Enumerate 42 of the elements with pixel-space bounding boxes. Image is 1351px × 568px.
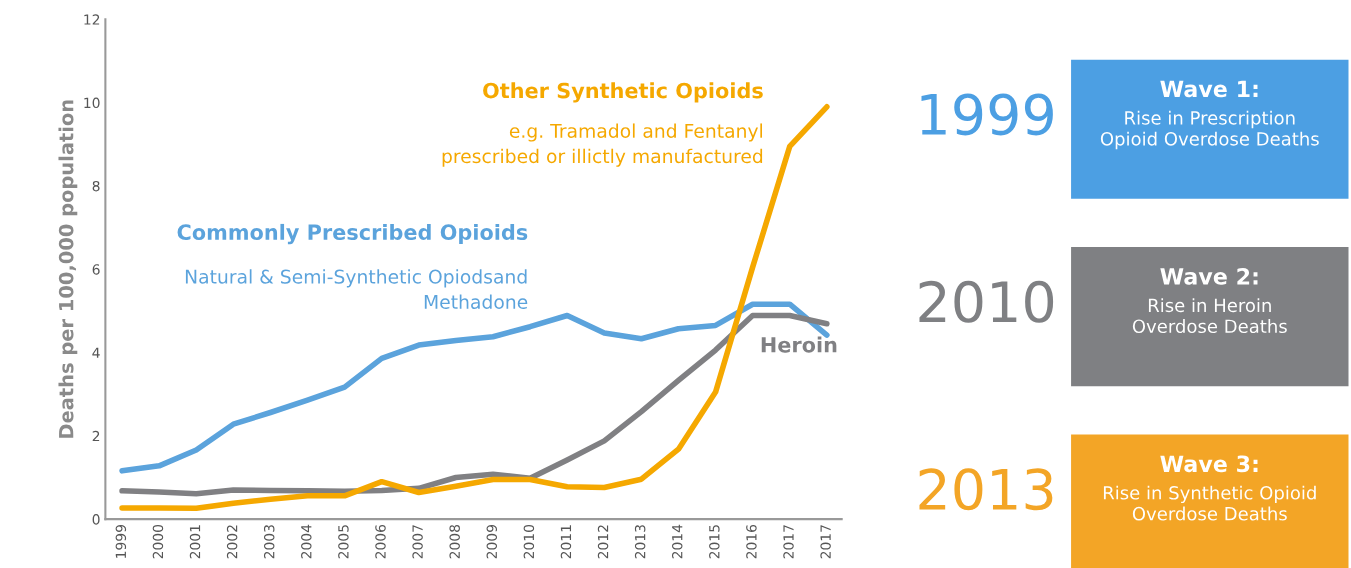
- annotation: Natural & Semi-Synthetic Opiodsand Methadone: [185, 269, 528, 310]
- text: Commonly Prescribed Opioids: [177, 223, 528, 245]
- text: Wave 1:: [1160, 80, 1258, 98]
- x-tick-label: 2016: [746, 524, 757, 559]
- text: 2010: [919, 280, 1054, 323]
- x-tick-label: 2014: [671, 524, 683, 559]
- text: Rise in Synthetic Opioid Overdose Deaths: [1103, 485, 1316, 521]
- x-tick-label: 2007: [412, 525, 423, 559]
- x-tick-label: 2000: [152, 524, 164, 559]
- y-tick-label: 6: [92, 264, 100, 275]
- x-tick-label: 2003: [263, 525, 275, 559]
- x-tick-label: 2004: [301, 524, 312, 559]
- x-tick-label: 2017: [783, 525, 794, 559]
- text: Rise in Heroin Overdose Deaths: [1132, 298, 1287, 334]
- text: Wave 2:: [1160, 267, 1258, 285]
- text: 1999: [921, 93, 1053, 136]
- x-tick-label: 2002: [226, 525, 238, 559]
- x-tick-label: 2009: [486, 524, 498, 559]
- x-tick-label: 2011: [560, 525, 572, 559]
- series-label: Heroin: [761, 336, 837, 353]
- x-tick-label: 2005: [338, 525, 349, 559]
- x-tick-label: 1999: [115, 524, 127, 558]
- text: Other Synthetic Opioids: [483, 82, 763, 103]
- y-tick-label: 0: [92, 514, 100, 525]
- y-axis-title: Deaths per 100,000 population: [58, 100, 78, 438]
- x-tick-label: 2008: [449, 524, 460, 559]
- x-tick-label: 2017: [820, 525, 831, 559]
- x-tick-label: 2015: [709, 525, 720, 559]
- annotation: e.g. Tramadol and Fentanyl prescribed or illictly manufactured: [442, 123, 763, 167]
- text: 2013: [919, 468, 1053, 511]
- y-tick-label: 10: [84, 97, 100, 109]
- x-tick-label: 2006: [375, 524, 386, 559]
- y-tick-label: 12: [84, 14, 100, 25]
- x-tick-label: 2012: [597, 525, 609, 559]
- y-tick-label: 4: [92, 347, 100, 358]
- x-tick-label: 2010: [523, 524, 535, 559]
- y-tick-label: 2: [92, 430, 100, 442]
- text: Rise in Prescription Opioid Overdose Deaths: [1100, 110, 1319, 150]
- text: Wave 3:: [1160, 455, 1258, 473]
- x-tick-label: 2001: [189, 525, 201, 559]
- y-tick-label: 8: [92, 180, 100, 192]
- x-tick-label: 2013: [634, 525, 646, 559]
